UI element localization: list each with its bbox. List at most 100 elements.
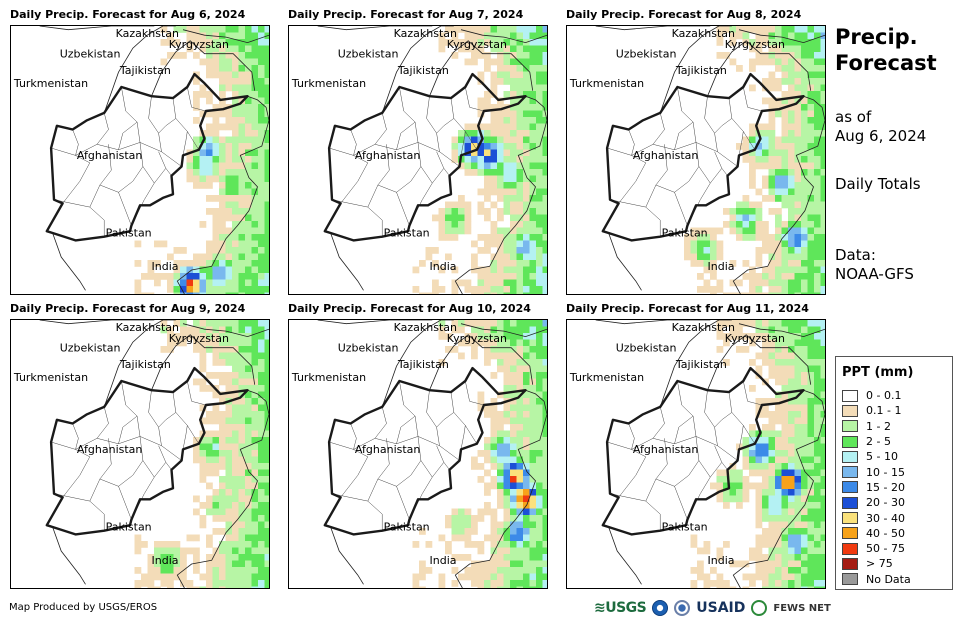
precip-cell (510, 208, 517, 215)
precip-cell (484, 560, 491, 568)
precip-cell (232, 162, 239, 170)
precip-cell (716, 573, 724, 581)
precip-cell (529, 221, 537, 228)
precip-cell (438, 214, 446, 222)
precip-cell (225, 495, 233, 503)
precip-cell (225, 143, 233, 150)
precip-cell (755, 162, 763, 170)
precip-cell (497, 240, 504, 248)
precip-cell (173, 320, 181, 327)
precip-cell (775, 339, 782, 347)
precip-cell (814, 110, 821, 118)
precip-cell (503, 573, 511, 581)
precip-cell (749, 463, 756, 470)
precip-cell (219, 495, 226, 503)
precip-cell (820, 214, 825, 222)
precip-cell (238, 586, 246, 588)
precip-cell (232, 260, 239, 267)
precip-cell (523, 443, 530, 451)
precip-cell (134, 292, 142, 294)
precip-cell (794, 195, 802, 202)
precip-cell (807, 326, 815, 334)
precip-cell (251, 227, 259, 235)
precip-cell (147, 560, 155, 568)
province-boundary (377, 438, 390, 480)
precip-cell (245, 91, 252, 98)
precip-cell (258, 508, 265, 516)
precip-cell (438, 39, 446, 46)
precip-cell (497, 391, 504, 399)
precip-cell (497, 450, 504, 457)
precip-cell (723, 489, 730, 496)
precip-cell (768, 52, 776, 59)
precip-cell (154, 273, 161, 280)
precip-cell (458, 45, 465, 53)
precip-cell (484, 104, 491, 111)
precip-cell (412, 541, 420, 548)
precip-cell (238, 339, 246, 347)
precip-cell (794, 214, 802, 222)
precip-cell (775, 554, 782, 561)
precip-cell (781, 130, 789, 137)
precip-cell (510, 260, 517, 267)
precip-cell (264, 521, 269, 529)
precip-cell (251, 169, 259, 176)
precip-cell (794, 326, 802, 334)
legend-label: 5 - 10 (866, 450, 898, 464)
precip-cell (820, 84, 825, 92)
precip-cell (477, 104, 485, 111)
precip-cell (245, 78, 252, 85)
precip-cell (264, 266, 269, 274)
precip-cell (167, 286, 174, 293)
precip-cell (490, 39, 498, 46)
precip-cell (510, 162, 517, 170)
precip-cell (245, 71, 252, 79)
precip-cell (781, 221, 789, 228)
precip-cell (471, 573, 478, 581)
precip-cell (523, 279, 530, 287)
precip-cell (762, 463, 769, 470)
precip-cell (814, 45, 821, 53)
precip-cell (516, 266, 524, 274)
precip-cell (516, 476, 524, 483)
precip-cell (516, 52, 524, 59)
precip-cell (775, 534, 782, 542)
country-border (803, 95, 825, 121)
precip-cell (193, 554, 200, 561)
precip-cell (755, 201, 763, 209)
precip-cell (781, 45, 789, 53)
precip-cell (264, 110, 269, 118)
precip-cell (775, 84, 782, 92)
precip-cell (484, 286, 491, 293)
precip-cell (264, 260, 269, 267)
precip-cell (775, 279, 782, 287)
precip-cell (820, 91, 825, 98)
precip-cell (258, 560, 265, 568)
precip-cell (206, 534, 213, 542)
precip-cell (542, 266, 547, 274)
precip-cell (503, 450, 511, 457)
precip-cell (199, 58, 207, 66)
precip-cell (516, 437, 524, 444)
precip-cell (820, 45, 825, 53)
precip-cell (245, 266, 252, 274)
precip-cell (536, 515, 543, 522)
precip-cell (497, 162, 504, 170)
precip-cell (438, 32, 446, 40)
precip-cell (516, 430, 524, 438)
as-of-line1: as of (835, 108, 872, 126)
precip-cell (438, 286, 446, 293)
precip-cell (801, 560, 808, 568)
precip-cell (749, 339, 756, 347)
precip-cell (749, 214, 756, 222)
precip-cell (510, 521, 517, 529)
precip-cell (768, 469, 776, 477)
precip-cell (510, 182, 517, 189)
precip-cell (536, 547, 543, 555)
precip-cell (710, 580, 717, 587)
precip-cell (503, 339, 511, 347)
precip-cell (225, 359, 233, 366)
precip-cell (729, 208, 737, 215)
precip-cell (510, 359, 517, 366)
